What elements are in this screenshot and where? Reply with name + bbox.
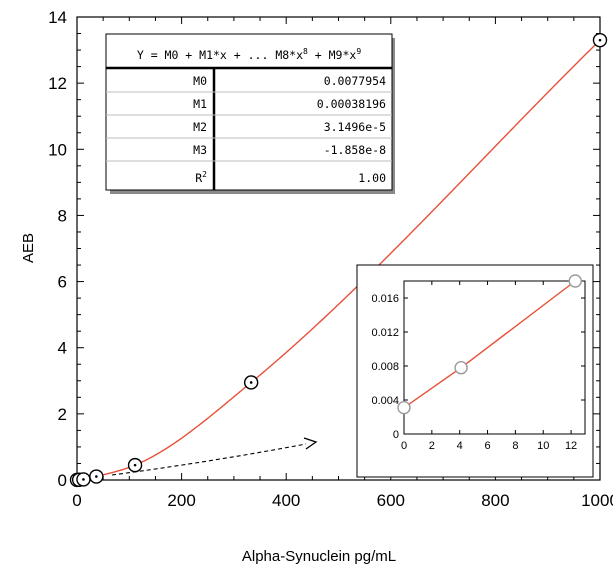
inset-x-tick-label: 2: [429, 440, 435, 452]
r-squared-value: 1.00: [358, 171, 386, 185]
coefficient-name: M3: [193, 143, 207, 157]
inset-data-point: [397, 400, 411, 415]
fit-coefficient-table: Y = M0 + M1*x + ... M8*x8 + M9*x9 M0 0.00…: [105, 33, 395, 194]
table-body: [105, 33, 393, 191]
inset-y-tick-label: 0.008: [371, 361, 399, 373]
inset-y-tick-label: 0: [393, 429, 399, 441]
r-squared-label: R2: [195, 170, 207, 185]
data-point-center: [82, 478, 85, 481]
inset-data-points: [397, 274, 582, 415]
data-points: [69, 32, 608, 488]
coefficient-name: M2: [193, 120, 207, 134]
inset-y-tick-label: 0.004: [371, 395, 399, 407]
x-tick-label: 0: [72, 491, 81, 510]
x-tick-label: 800: [481, 491, 509, 510]
inset-axis-ticks: [403, 281, 585, 435]
inset-pointer-arrow: [111, 443, 307, 476]
x-tick-label: 600: [377, 491, 405, 510]
coefficient-name: M1: [193, 97, 207, 111]
inset-plot-frame: [403, 280, 586, 435]
axis-ticks: [76, 16, 601, 481]
inset-chart: 0 2 4 6 8 10 12 0 0.004 0.008 0.012 0.016: [356, 264, 594, 478]
inset-x-tick-label: 10: [537, 440, 549, 452]
coefficient-rows: M0 0.0077954 M1 0.00038196 M2 3.1496e-5 M3 -1.8…: [193, 74, 386, 157]
x-tick-label: 400: [272, 491, 300, 510]
y-tick-label: 14: [48, 8, 67, 27]
inset-x-tick-label: 4: [457, 440, 463, 452]
inset-x-tick-label: 0: [401, 440, 407, 452]
inset-x-tick-label: 12: [565, 440, 577, 452]
fit-curve: [76, 39, 601, 481]
y-tick-label: 12: [48, 74, 67, 93]
inset-y-tick-label: 0.012: [371, 327, 399, 339]
inset-x-tick-label: 8: [512, 440, 518, 452]
x-axis-label: Alpha-Synuclein pg/mL: [242, 548, 396, 565]
inset-background: [356, 264, 594, 478]
y-tick-label: 6: [58, 273, 67, 292]
fit-equation: Y = M0 + M1*x + ... M8*x8 + M9*x9: [137, 47, 361, 62]
coefficient-value: 0.00038196: [317, 97, 386, 111]
y-tick-label: 4: [58, 339, 67, 358]
coefficient-value: -1.858e-8: [324, 143, 386, 157]
y-tick-labels: 0 2 4 6 8 10 12 14: [48, 8, 67, 490]
coefficient-name: M0: [193, 74, 207, 88]
y-tick-label: 0: [58, 471, 67, 490]
inset-x-tick-labels: 0 2 4 6 8 10 12: [401, 440, 577, 452]
data-point-center: [133, 463, 137, 467]
inset-y-tick-label: 0.016: [371, 293, 399, 305]
inset-pointer-arrowhead: [303, 437, 318, 450]
inset-data-point: [454, 361, 468, 375]
data-point-center: [95, 475, 98, 478]
coefficient-value: 3.1496e-5: [324, 120, 386, 134]
y-tick-label: 2: [58, 405, 67, 424]
y-tick-label: 10: [48, 140, 67, 159]
inset-x-tick-label: 6: [484, 440, 490, 452]
inset-y-tick-labels: 0 0.004 0.008 0.012 0.016: [371, 293, 399, 441]
y-axis-label: AEB: [20, 233, 37, 263]
data-point-center: [598, 38, 602, 42]
data-point-center: [249, 381, 253, 384]
x-tick-label: 200: [167, 491, 195, 510]
coefficient-value: 0.0077954: [324, 74, 386, 88]
inset-data-point: [568, 274, 582, 288]
y-tick-label: 8: [58, 206, 67, 225]
